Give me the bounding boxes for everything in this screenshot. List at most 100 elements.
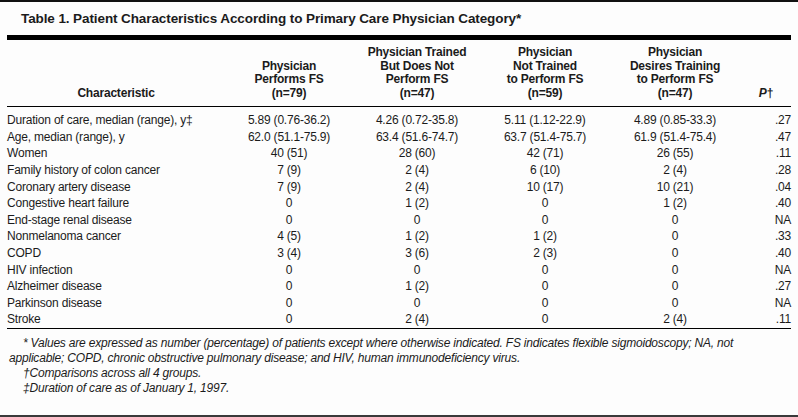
characteristic-cell: Alzheimer disease xyxy=(7,278,225,295)
patient-characteristics-table: Characteristic Physician Performs FS (n=… xyxy=(7,40,791,329)
table-row: HIV infection 0 0 0 0 NA xyxy=(7,261,791,278)
characteristic-cell: Congestive heart failure xyxy=(7,195,225,212)
footnote-asterisk: * Values are expressed as number (percen… xyxy=(9,336,789,366)
characteristic-cell: Nonmelanoma cancer xyxy=(7,228,225,245)
table-row: Alzheimer disease 0 1 (2) 0 0 .27 xyxy=(7,278,791,295)
column-header-performs-fs: Physician Performs FS (n=79) xyxy=(225,40,353,107)
value-cell: 61.9 (51.4-75.4) xyxy=(609,129,741,146)
value-cell: 0 xyxy=(225,278,353,295)
table-row: Family history of colon cancer 7 (9) 2 (… xyxy=(7,162,791,179)
value-cell: 7 (9) xyxy=(225,162,353,179)
value-cell: 1 (2) xyxy=(353,278,481,295)
value-cell: 40 (51) xyxy=(225,145,353,162)
value-cell: 0 xyxy=(609,261,741,278)
value-cell: 0 xyxy=(481,311,609,328)
dagger-symbol: † xyxy=(767,86,773,100)
value-cell: 0 xyxy=(225,295,353,312)
value-cell: 0 xyxy=(481,261,609,278)
value-cell: 0 xyxy=(481,212,609,229)
value-cell: 62.0 (51.1-75.9) xyxy=(225,129,353,146)
value-cell: 0 xyxy=(481,295,609,312)
characteristic-cell: Coronary artery disease xyxy=(7,178,225,195)
value-cell: 0 xyxy=(225,195,353,212)
p-value-cell: .47 xyxy=(741,129,791,146)
characteristic-cell: Women xyxy=(7,145,225,162)
table-row: Parkinson disease 0 0 0 0 NA xyxy=(7,295,791,312)
value-cell: 4.89 (0.85-33.3) xyxy=(609,107,741,129)
table-row: Duration of care, median (range), y‡ 5.8… xyxy=(7,107,791,129)
value-cell: 2 (4) xyxy=(353,162,481,179)
p-value-cell: .28 xyxy=(741,162,791,179)
p-value-cell: .40 xyxy=(741,245,791,262)
value-cell: 0 xyxy=(609,212,741,229)
header-row: Characteristic Physician Performs FS (n=… xyxy=(7,40,791,107)
characteristic-cell: Duration of care, median (range), y‡ xyxy=(7,107,225,129)
value-cell: 5.89 (0.76-36.2) xyxy=(225,107,353,129)
value-cell: 0 xyxy=(609,245,741,262)
value-cell: 0 xyxy=(225,311,353,328)
characteristic-cell: End-stage renal disease xyxy=(7,212,225,229)
table-row: End-stage renal disease 0 0 0 0 NA xyxy=(7,212,791,229)
column-header-characteristic: Characteristic xyxy=(7,40,225,107)
value-cell: 26 (55) xyxy=(609,145,741,162)
value-cell: 0 xyxy=(225,261,353,278)
value-cell: 4.26 (0.72-35.8) xyxy=(353,107,481,129)
p-value-cell: .11 xyxy=(741,145,791,162)
value-cell: 0 xyxy=(481,195,609,212)
value-cell: 63.4 (51.6-74.7) xyxy=(353,129,481,146)
table-row: Women 40 (51) 28 (60) 42 (71) 26 (55) .1… xyxy=(7,145,791,162)
table-row: Age, median (range), y 62.0 (51.1-75.9) … xyxy=(7,129,791,146)
value-cell: 10 (21) xyxy=(609,178,741,195)
value-cell: 2 (4) xyxy=(609,311,741,328)
table-row: Coronary artery disease 7 (9) 2 (4) 10 (… xyxy=(7,178,791,195)
value-cell: 2 (4) xyxy=(609,162,741,179)
value-cell: 0 xyxy=(609,228,741,245)
p-value-cell: NA xyxy=(741,261,791,278)
value-cell: 1 (2) xyxy=(353,195,481,212)
characteristic-cell: Parkinson disease xyxy=(7,295,225,312)
value-cell: 63.7 (51.4-75.7) xyxy=(481,129,609,146)
value-cell: 7 (9) xyxy=(225,178,353,195)
value-cell: 3 (4) xyxy=(225,245,353,262)
characteristic-cell: COPD xyxy=(7,245,225,262)
characteristic-cell: Family history of colon cancer xyxy=(7,162,225,179)
value-cell: 0 xyxy=(481,278,609,295)
value-cell: 4 (5) xyxy=(225,228,353,245)
value-cell: 0 xyxy=(353,212,481,229)
value-cell: 2 (4) xyxy=(353,178,481,195)
table-row: Nonmelanoma cancer 4 (5) 1 (2) 1 (2) 0 .… xyxy=(7,228,791,245)
p-value-cell: .27 xyxy=(741,107,791,129)
column-header-desires-training: Physician Desires Training to Perform FS… xyxy=(609,40,741,107)
value-cell: 28 (60) xyxy=(353,145,481,162)
p-value-cell: .33 xyxy=(741,228,791,245)
column-header-p-value: P† xyxy=(741,40,791,107)
p-value-cell: .04 xyxy=(741,178,791,195)
value-cell: 1 (2) xyxy=(481,228,609,245)
column-header-trained-not-perform: Physician Trained But Does Not Perform F… xyxy=(353,40,481,107)
p-value-cell: .11 xyxy=(741,311,791,328)
value-cell: 1 (2) xyxy=(353,228,481,245)
value-cell: 1 (2) xyxy=(609,195,741,212)
characteristic-cell: Age, median (range), y xyxy=(7,129,225,146)
value-cell: 5.11 (1.12-22.9) xyxy=(481,107,609,129)
value-cell: 0 xyxy=(353,261,481,278)
table-row: COPD 3 (4) 3 (6) 2 (3) 0 .40 xyxy=(7,245,791,262)
value-cell: 0 xyxy=(609,278,741,295)
value-cell: 42 (71) xyxy=(481,145,609,162)
value-cell: 0 xyxy=(353,295,481,312)
value-cell: 10 (17) xyxy=(481,178,609,195)
table-row: Congestive heart failure 0 1 (2) 0 1 (2)… xyxy=(7,195,791,212)
footnote-dagger: †Comparisons across all 4 groups. xyxy=(9,366,789,381)
characteristic-cell: HIV infection xyxy=(7,261,225,278)
table-footnotes: * Values are expressed as number (percen… xyxy=(9,332,789,396)
p-label: P xyxy=(759,86,767,100)
value-cell: 3 (6) xyxy=(353,245,481,262)
table-row: Stroke 0 2 (4) 0 2 (4) .11 xyxy=(7,311,791,328)
value-cell: 2 (3) xyxy=(481,245,609,262)
journal-table-figure: Table 1. Patient Characteristics Accordi… xyxy=(0,0,798,417)
p-value-cell: .27 xyxy=(741,278,791,295)
value-cell: 0 xyxy=(225,212,353,229)
column-header-not-trained: Physician Not Trained to Perform FS (n=5… xyxy=(481,40,609,107)
footnote-double-dagger: ‡Duration of care as of January 1, 1997. xyxy=(9,381,789,396)
value-cell: 6 (10) xyxy=(481,162,609,179)
